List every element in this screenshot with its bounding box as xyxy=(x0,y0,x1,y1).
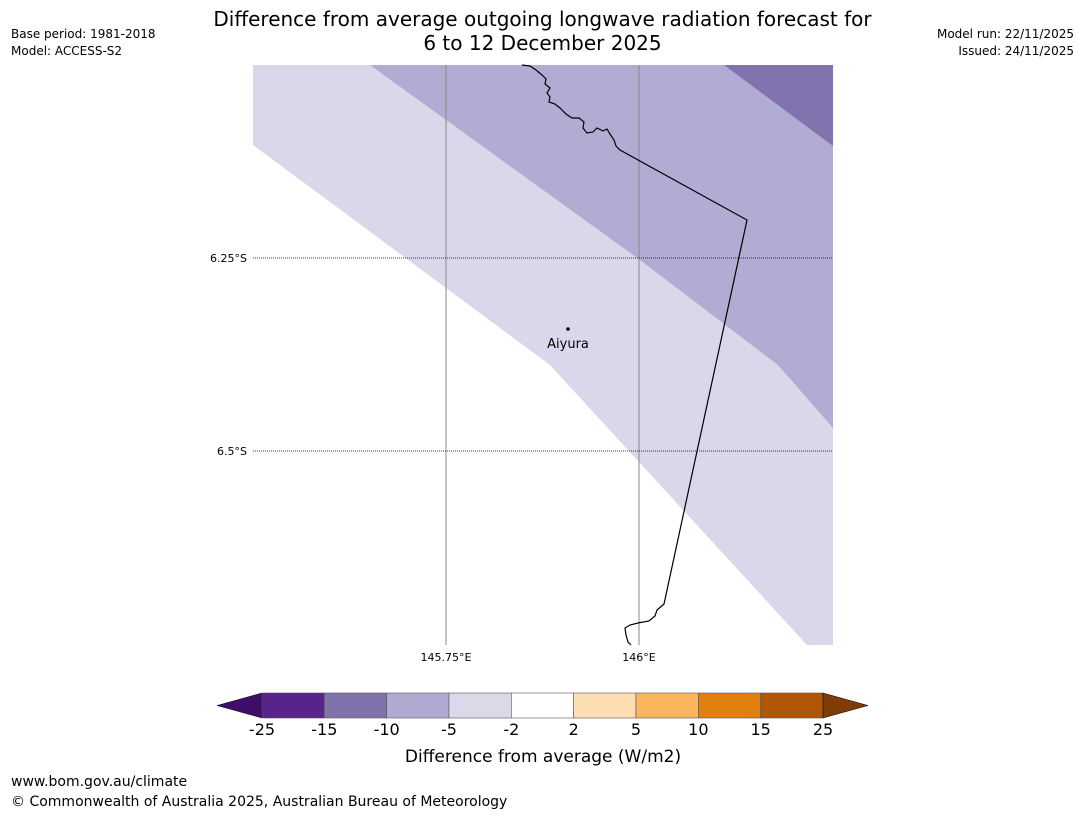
colorbar-tick-label: -2 xyxy=(503,720,519,739)
colorbar-tick-label: -5 xyxy=(441,720,457,739)
colorbar-tick-label: 15 xyxy=(750,720,770,739)
meta-left: Base period: 1981-2018 Model: ACCESS-S2 xyxy=(11,26,156,60)
lat-label-6-5: 6.5°S xyxy=(217,445,247,458)
issued-date: Issued: 24/11/2025 xyxy=(958,44,1074,58)
map-title-line2: 6 to 12 December 2025 xyxy=(423,31,662,55)
map-title-line1: Difference from average outgoing longwav… xyxy=(213,7,872,31)
colorbar-tick-label: 2 xyxy=(569,720,579,739)
colorbar-low-extension xyxy=(216,692,263,719)
colorbar-tick-label: 10 xyxy=(688,720,708,739)
colorbar-ticks: -25 -15 -10 -5 -2 2 5 10 15 25 xyxy=(249,720,833,739)
place-marker xyxy=(566,327,570,331)
lon-label-146: 146°E xyxy=(622,651,655,664)
map-panel: Aiyura 6.25°S 6.5°S 145.75°E 146°E xyxy=(210,64,833,664)
lat-label-6-25: 6.25°S xyxy=(210,252,247,265)
colorbar-tick-label: -25 xyxy=(249,720,275,739)
colorbar-segment xyxy=(386,692,450,719)
colorbar-segment xyxy=(635,692,699,719)
colorbar-high-extension xyxy=(822,692,869,719)
anomaly-band-medium xyxy=(370,65,833,428)
colorbar-segment xyxy=(511,692,574,719)
colorbar-segment xyxy=(760,692,824,719)
colorbar-tick-label: -10 xyxy=(374,720,400,739)
coastline-border xyxy=(521,64,748,646)
colorbar-segment xyxy=(573,692,637,719)
colorbar-label: Difference from average (W/m2) xyxy=(405,747,681,767)
colorbar-segments xyxy=(261,692,824,719)
colorbar-segment xyxy=(261,692,325,719)
anomaly-band-dark xyxy=(724,65,833,146)
model-name: Model: ACCESS-S2 xyxy=(11,44,123,58)
colorbar: -25 -15 -10 -5 -2 2 5 10 15 25 Difference from av… xyxy=(216,692,869,767)
footer-url: www.bom.gov.au/climate xyxy=(11,774,188,790)
colorbar-tick-label: -15 xyxy=(311,720,337,739)
colorbar-tick-label: 25 xyxy=(813,720,833,739)
base-period: Base period: 1981-2018 xyxy=(11,27,156,41)
footer-copyright: © Commonwealth of Australia 2025, Austra… xyxy=(11,794,508,810)
colorbar-segment xyxy=(448,692,512,719)
lon-label-145-75: 145.75°E xyxy=(421,651,472,664)
meta-right: Model run: 22/11/2025 Issued: 24/11/2025 xyxy=(937,26,1074,60)
place-label: Aiyura xyxy=(547,337,589,352)
colorbar-segment xyxy=(698,692,761,719)
colorbar-tick-label: 5 xyxy=(631,720,641,739)
colorbar-segment xyxy=(324,692,387,719)
model-run: Model run: 22/11/2025 xyxy=(936,27,1074,41)
